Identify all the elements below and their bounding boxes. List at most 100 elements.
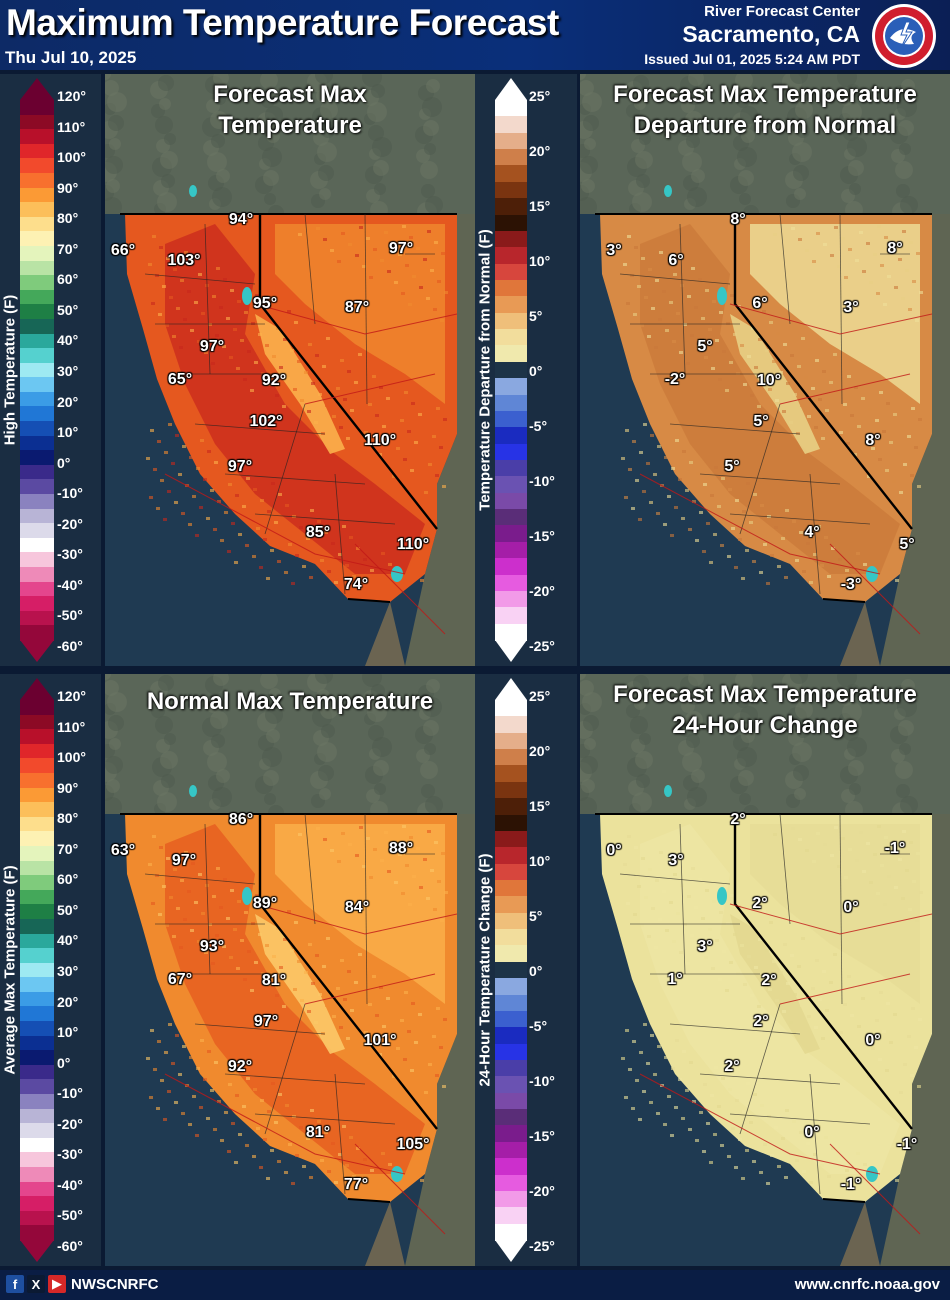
region-texture xyxy=(402,225,406,228)
terrain-texture xyxy=(213,74,229,86)
colorbar-swatch xyxy=(20,772,54,789)
terrain-texture xyxy=(901,679,915,693)
region-texture xyxy=(829,381,833,384)
region-texture xyxy=(174,501,178,504)
region-texture xyxy=(428,463,432,466)
county-line xyxy=(304,813,316,925)
region-texture xyxy=(893,413,897,416)
region-texture xyxy=(158,313,162,316)
facebook-icon[interactable]: f xyxy=(6,1275,24,1293)
colorbar-bottom-arrow xyxy=(495,1240,527,1262)
region-texture xyxy=(741,577,745,580)
region-texture xyxy=(270,549,274,552)
social-handle[interactable]: NWSCNRFC xyxy=(71,1276,159,1293)
region-texture xyxy=(163,518,167,521)
terrain-texture xyxy=(214,93,226,105)
map-value-label: 8° xyxy=(887,240,903,257)
region-texture xyxy=(675,1039,679,1042)
region-texture xyxy=(631,507,635,510)
colorbar-swatch xyxy=(495,492,527,510)
region-texture xyxy=(624,1096,628,1099)
county-line xyxy=(194,423,326,435)
colorbar-tick-label: -5° xyxy=(529,418,548,434)
region-texture xyxy=(237,900,241,903)
sierra-band xyxy=(255,314,345,454)
region-texture xyxy=(341,232,345,235)
office-city: Sacramento, CA xyxy=(682,21,860,47)
region-texture xyxy=(272,955,276,958)
region-texture xyxy=(722,950,726,953)
region-texture xyxy=(818,398,822,401)
region-texture xyxy=(726,922,730,925)
region-texture xyxy=(316,227,320,230)
colorbar-swatch xyxy=(495,765,527,783)
region-texture xyxy=(213,1128,217,1131)
panel-title: Forecast Max Temperature xyxy=(105,79,475,141)
region-texture xyxy=(872,980,876,983)
issued-time: Issued Jul 01, 2025 5:24 AM PDT xyxy=(644,51,860,67)
region-texture xyxy=(667,495,671,498)
map-value-label: 2° xyxy=(761,972,777,989)
colorbar-swatch xyxy=(20,1196,54,1212)
terrain-texture xyxy=(738,770,754,786)
region-texture xyxy=(413,568,417,571)
terrain-texture xyxy=(895,161,913,179)
region-texture xyxy=(308,943,312,946)
county-line xyxy=(779,813,791,925)
region-texture xyxy=(346,437,350,440)
region-texture xyxy=(871,1047,875,1050)
region-texture xyxy=(347,370,351,373)
terrain-texture xyxy=(792,742,812,762)
region-texture xyxy=(234,561,238,564)
region-texture xyxy=(663,1123,667,1126)
map-value-label: -1° xyxy=(896,1136,918,1153)
region-texture xyxy=(729,961,733,964)
region-texture xyxy=(898,858,902,861)
colorbar-tick-label: -10° xyxy=(57,1085,83,1102)
website-link[interactable]: www.cnrfc.noaa.gov xyxy=(794,1276,940,1293)
youtube-icon[interactable]: ▶ xyxy=(48,1275,66,1293)
colorbar-swatch xyxy=(20,1079,54,1095)
region-texture xyxy=(260,499,264,502)
region-texture xyxy=(795,559,799,562)
region-texture xyxy=(834,226,838,229)
region-texture xyxy=(690,334,694,337)
region-texture xyxy=(408,903,412,906)
terrain-texture xyxy=(687,787,707,807)
colorbar-tick-label: 90° xyxy=(57,779,79,796)
region-texture xyxy=(650,434,654,437)
region-texture xyxy=(216,267,220,270)
region-texture xyxy=(749,521,753,524)
region-texture xyxy=(625,1029,629,1032)
valley-band xyxy=(640,224,900,574)
region-texture xyxy=(741,1177,745,1180)
region-texture xyxy=(363,558,367,561)
region-texture xyxy=(411,402,415,405)
terrain-texture xyxy=(738,170,754,186)
colorbar-swatch xyxy=(495,1174,527,1192)
terrain-texture xyxy=(263,770,279,786)
region-texture xyxy=(857,425,861,428)
terrain-texture xyxy=(266,729,280,743)
region-texture xyxy=(805,249,809,252)
region-texture xyxy=(396,447,400,450)
x-icon[interactable]: X xyxy=(27,1275,45,1293)
terrain-texture xyxy=(264,193,276,205)
colorbar-swatch xyxy=(495,558,527,576)
region-texture xyxy=(244,911,248,914)
region-texture xyxy=(694,306,698,309)
region-texture xyxy=(678,478,682,481)
region-texture xyxy=(725,389,729,392)
terrain-texture xyxy=(368,125,384,141)
colorbar-tick-label: -20° xyxy=(57,1115,83,1132)
terrain-texture xyxy=(422,697,442,717)
region-texture xyxy=(733,933,737,936)
coastal-water xyxy=(580,214,865,666)
terrain-texture xyxy=(639,133,651,145)
region-texture xyxy=(224,511,228,514)
region-texture xyxy=(230,289,234,292)
region-texture xyxy=(665,929,669,932)
region-texture xyxy=(839,1031,843,1034)
region-texture xyxy=(918,1018,922,1021)
region-texture xyxy=(162,285,166,288)
